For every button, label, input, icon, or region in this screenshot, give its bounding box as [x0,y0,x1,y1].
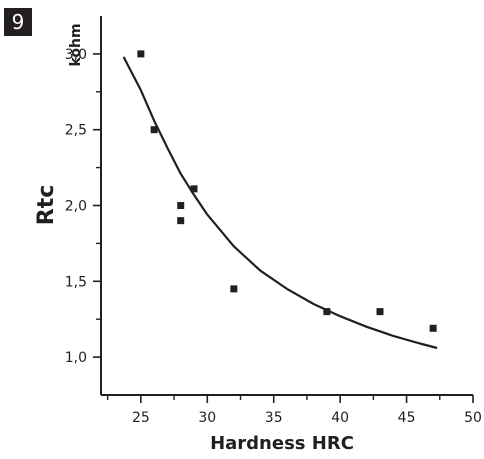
data-point [150,126,158,134]
x-axis-title: Hardness HRC [210,433,354,454]
axes-layer [100,16,473,396]
y-tick-label: 3,0 [65,47,87,63]
ticks-layer: 25 30 35 40 45 50 1,0 1,5 2,0 2,5 3,0 [65,47,482,426]
data-point [190,185,198,193]
data-points-layer [137,50,437,332]
y-tick-label: 1,5 [65,274,87,290]
data-point [323,308,331,316]
x-tick-label: 25 [132,410,150,426]
figure-number-badge: 9 [4,8,32,36]
y-tick-label: 2,0 [65,199,87,215]
x-tick-label: 40 [331,410,349,426]
y-axis-unit: kohm [68,23,84,66]
data-point [429,324,437,332]
data-point [177,217,185,225]
y-axis-title: Rtc [34,185,59,226]
fit-curve-layer [122,56,438,350]
fit-curve [122,56,438,350]
y-tick-label: 1,0 [65,350,87,366]
y-tick-label: 2,5 [65,123,87,139]
data-point [376,308,384,316]
x-tick-label: 35 [265,410,283,426]
data-point [177,202,185,209]
data-point [230,285,238,293]
data-point [137,50,145,58]
x-tick-label: 50 [464,410,482,426]
x-tick-label: 45 [398,410,416,426]
x-tick-label: 30 [198,410,216,426]
